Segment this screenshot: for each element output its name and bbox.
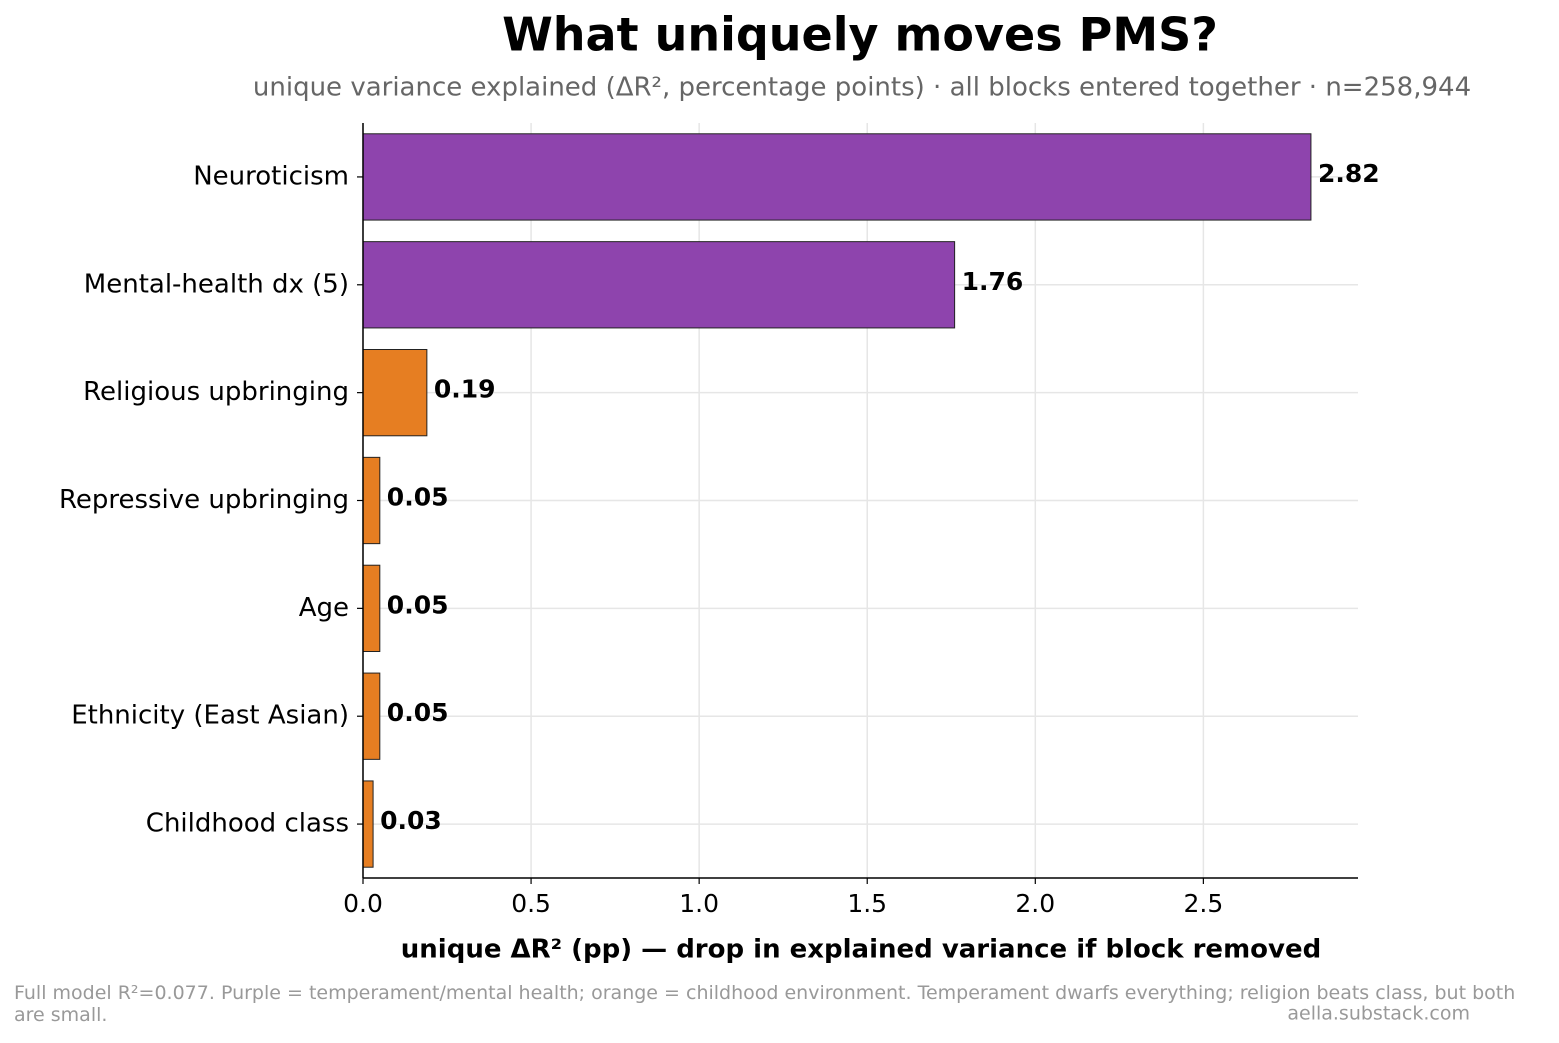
x-tick-label: 0.0: [343, 889, 383, 918]
y-tick-label: Childhood class: [146, 809, 349, 839]
y-tick-label: Age: [299, 593, 349, 623]
bar: [362, 241, 956, 329]
chart-title: What uniquely moves PMS?: [502, 8, 1218, 62]
value-label: 2.82: [1318, 159, 1380, 188]
footnote-box: Full model R²=0.077. Purple = temperamen…: [14, 982, 1516, 1026]
x-tick-label: 0.5: [511, 889, 551, 918]
x-axis-label: unique ΔR² (pp) — drop in explained vari…: [401, 935, 1321, 965]
bar: [362, 564, 381, 653]
value-label: 0.05: [387, 698, 449, 727]
x-tick-label: 2.5: [1183, 889, 1223, 918]
bar: [362, 672, 381, 760]
value-label: 0.05: [387, 590, 449, 619]
chart-subtitle: unique variance explained (ΔR², percenta…: [253, 73, 1471, 103]
value-label: 0.03: [380, 806, 442, 835]
y-tick-label: Ethnicity (East Asian): [71, 701, 349, 731]
x-tick-label: 1.0: [679, 889, 719, 918]
value-label: 0.19: [434, 375, 496, 404]
credit: aella.substack.com: [1287, 1003, 1470, 1025]
bar: [362, 349, 428, 437]
y-tick-label: Neuroticism: [193, 161, 349, 191]
bar: [362, 133, 1312, 221]
y-tick-label: Mental-health dx (5): [84, 269, 349, 299]
x-tick-label: 2.0: [1015, 889, 1055, 918]
footnote: Full model R²=0.077. Purple = temperamen…: [14, 982, 1516, 1026]
y-tick-label: Religious upbringing: [83, 377, 349, 407]
value-label: 0.05: [387, 483, 449, 512]
bar: [362, 456, 381, 545]
bar: [362, 780, 374, 868]
x-tick-label: 1.5: [847, 889, 887, 918]
value-label: 1.76: [962, 267, 1024, 296]
y-tick-label: Repressive upbringing: [59, 485, 349, 515]
